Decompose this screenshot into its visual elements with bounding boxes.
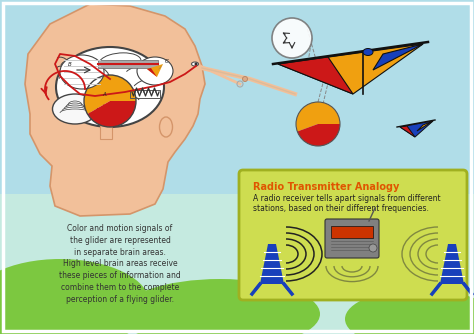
Ellipse shape (191, 62, 199, 66)
Circle shape (272, 18, 312, 58)
Ellipse shape (60, 55, 104, 89)
FancyBboxPatch shape (239, 170, 467, 300)
Polygon shape (373, 44, 423, 70)
Text: Color and motion signals of
the glider are represented
in separate brain areas.
: Color and motion signals of the glider a… (59, 224, 181, 304)
Polygon shape (158, 64, 163, 70)
Bar (98, 60, 158, 68)
Polygon shape (400, 126, 415, 137)
Wedge shape (297, 124, 340, 146)
Text: Radio Transmitter Analogy: Radio Transmitter Analogy (253, 182, 400, 192)
FancyBboxPatch shape (331, 226, 373, 238)
Text: A radio receiver tells apart signals from different: A radio receiver tells apart signals fro… (253, 194, 441, 203)
Polygon shape (278, 57, 353, 94)
Polygon shape (417, 121, 433, 131)
Wedge shape (88, 101, 136, 127)
Polygon shape (440, 244, 464, 284)
Circle shape (194, 62, 198, 65)
Text: stations, based on their different frequencies.: stations, based on their different frequ… (253, 204, 429, 213)
Text: A: A (102, 92, 106, 97)
Bar (0, 194, 474, 334)
Ellipse shape (120, 279, 320, 334)
Ellipse shape (56, 47, 164, 127)
Circle shape (369, 244, 377, 252)
Circle shape (243, 76, 247, 81)
Ellipse shape (137, 57, 173, 85)
Ellipse shape (0, 259, 150, 334)
Polygon shape (147, 68, 157, 77)
Text: B: B (68, 62, 72, 67)
Polygon shape (400, 121, 433, 137)
Polygon shape (278, 44, 423, 94)
Ellipse shape (53, 94, 98, 124)
Ellipse shape (159, 117, 173, 137)
FancyBboxPatch shape (325, 219, 379, 258)
Text: C: C (165, 59, 169, 64)
Bar (100, 114, 112, 139)
Polygon shape (25, 4, 205, 216)
Wedge shape (296, 102, 340, 132)
Ellipse shape (363, 48, 373, 55)
Ellipse shape (345, 289, 474, 334)
Polygon shape (260, 244, 284, 284)
Polygon shape (147, 64, 163, 77)
Wedge shape (84, 75, 136, 114)
